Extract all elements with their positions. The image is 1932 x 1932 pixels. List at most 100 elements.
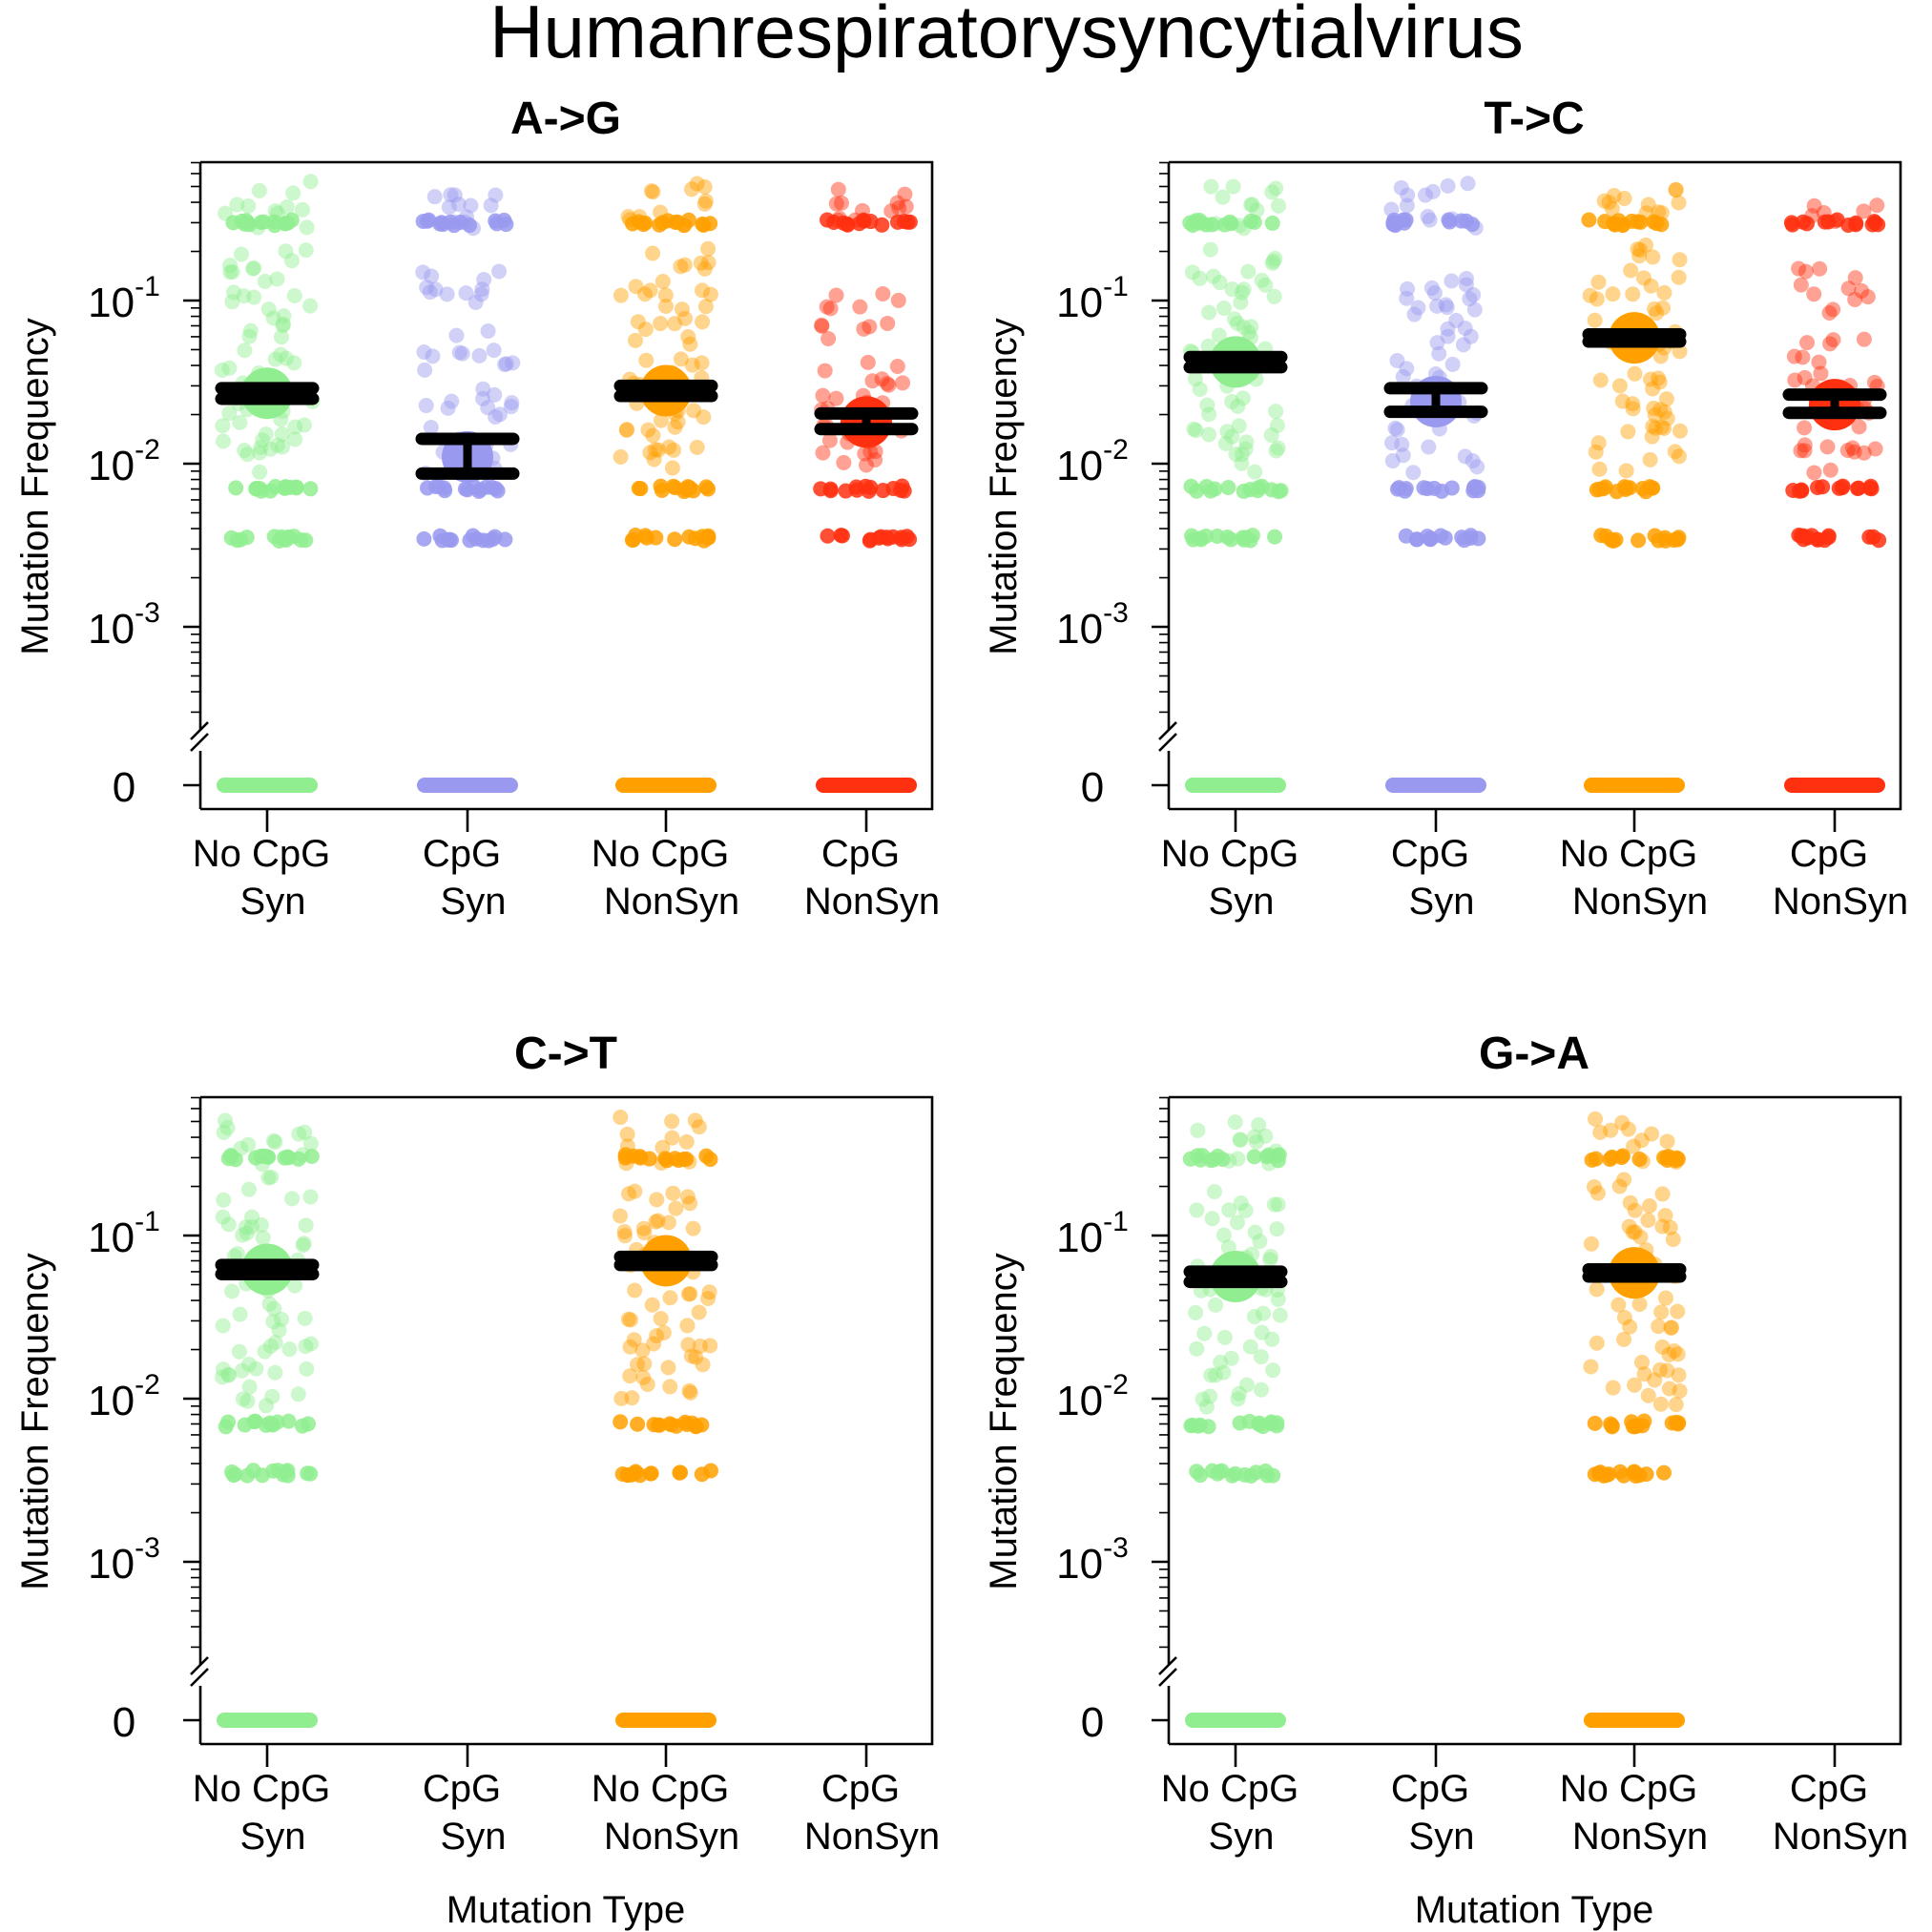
data-point [852,299,868,315]
data-point [1590,274,1607,290]
data-point [1243,319,1259,335]
data-point [1270,1153,1286,1169]
data-point [483,197,499,214]
x-tick-label: No CpG [592,833,730,875]
data-point [1265,1467,1281,1484]
data-point [1251,1117,1267,1133]
data-point [1668,181,1684,197]
data-point [847,212,863,228]
data-point [1215,300,1232,316]
data-point [266,529,282,545]
data-point [261,1296,278,1312]
data-point [458,209,474,225]
data-point [642,282,658,299]
data-point [1797,437,1813,453]
data-point [684,357,700,373]
data-point [830,181,846,197]
data-point [302,1336,319,1352]
x-tick-label: NonSyn [604,881,739,923]
data-point [1793,277,1809,293]
data-point [819,299,835,315]
data-point [1589,1335,1605,1351]
data-point [1856,445,1872,461]
x-tick-label: Syn [1409,881,1475,923]
data-point [644,1297,660,1313]
data-point [1671,448,1687,465]
data-point [1606,532,1622,549]
data-point [298,532,314,549]
data-point [1429,298,1445,314]
data-point [1242,1339,1258,1355]
data-point [691,1119,707,1135]
data-point [1667,444,1683,460]
data-point [667,1151,683,1167]
data-point [1469,459,1485,475]
data-point [1230,398,1246,414]
data-point [1583,1236,1599,1252]
data-point [828,196,844,212]
data-point [623,1466,639,1483]
data-point [448,327,465,343]
data-point [1656,284,1672,301]
data-point [693,255,709,271]
data-point [415,264,431,280]
data-point [473,286,489,302]
data-point [1188,423,1204,439]
data-point [1221,1202,1237,1218]
data-point [302,481,319,497]
data-point [488,408,504,425]
data-point [627,1282,643,1298]
data-point [1444,211,1460,227]
data-point [419,280,435,296]
data-point [874,217,890,233]
y-axis-label: Mutation Frequency [983,318,1025,655]
data-point [215,1209,231,1225]
data-point [1186,421,1202,437]
data-point [620,209,636,225]
data-point [645,245,661,261]
data-point [233,1140,249,1156]
data-point [1203,1367,1219,1383]
data-point [235,1227,251,1243]
data-point [1645,249,1661,265]
data-point [1389,422,1405,438]
data-point [1195,1391,1211,1407]
data-point [1229,315,1245,331]
data-point [875,483,891,499]
data-point [1263,427,1279,444]
data-point [682,336,698,352]
data-point [1863,481,1880,497]
y-tick-label: 0 [1081,764,1104,811]
data-point [653,316,669,332]
data-point [1193,530,1209,547]
data-point [1270,440,1286,456]
y-tick-label: 10-1 [88,1206,160,1261]
data-point [1424,183,1441,199]
data-point [874,371,890,387]
data-point [1587,1415,1603,1431]
data-point [1258,1149,1275,1165]
data-point [1631,1152,1648,1168]
data-point [229,197,245,213]
series-points [1783,197,1887,793]
x-tick-label: NonSyn [1773,881,1908,923]
data-point [254,1467,270,1484]
data-point [1786,348,1802,364]
chart-panel: G->A 10-1 10-2 10-3 0 Mutation Frequency No Cp… [983,1028,1908,1931]
data-point [1405,465,1422,481]
data-point [295,1147,311,1163]
data-point [1240,263,1257,280]
data-point [1653,205,1670,221]
data-point [1216,1329,1233,1345]
data-point [1825,301,1841,318]
data-point [278,480,294,496]
data-point [1611,1178,1628,1195]
data-point [215,433,231,449]
data-point [1457,448,1473,465]
data-point [1634,1153,1651,1170]
data-point [673,351,689,367]
data-point [1634,1354,1651,1370]
data-point [1871,532,1887,549]
data-point [668,1200,684,1216]
data-point [234,1362,250,1379]
